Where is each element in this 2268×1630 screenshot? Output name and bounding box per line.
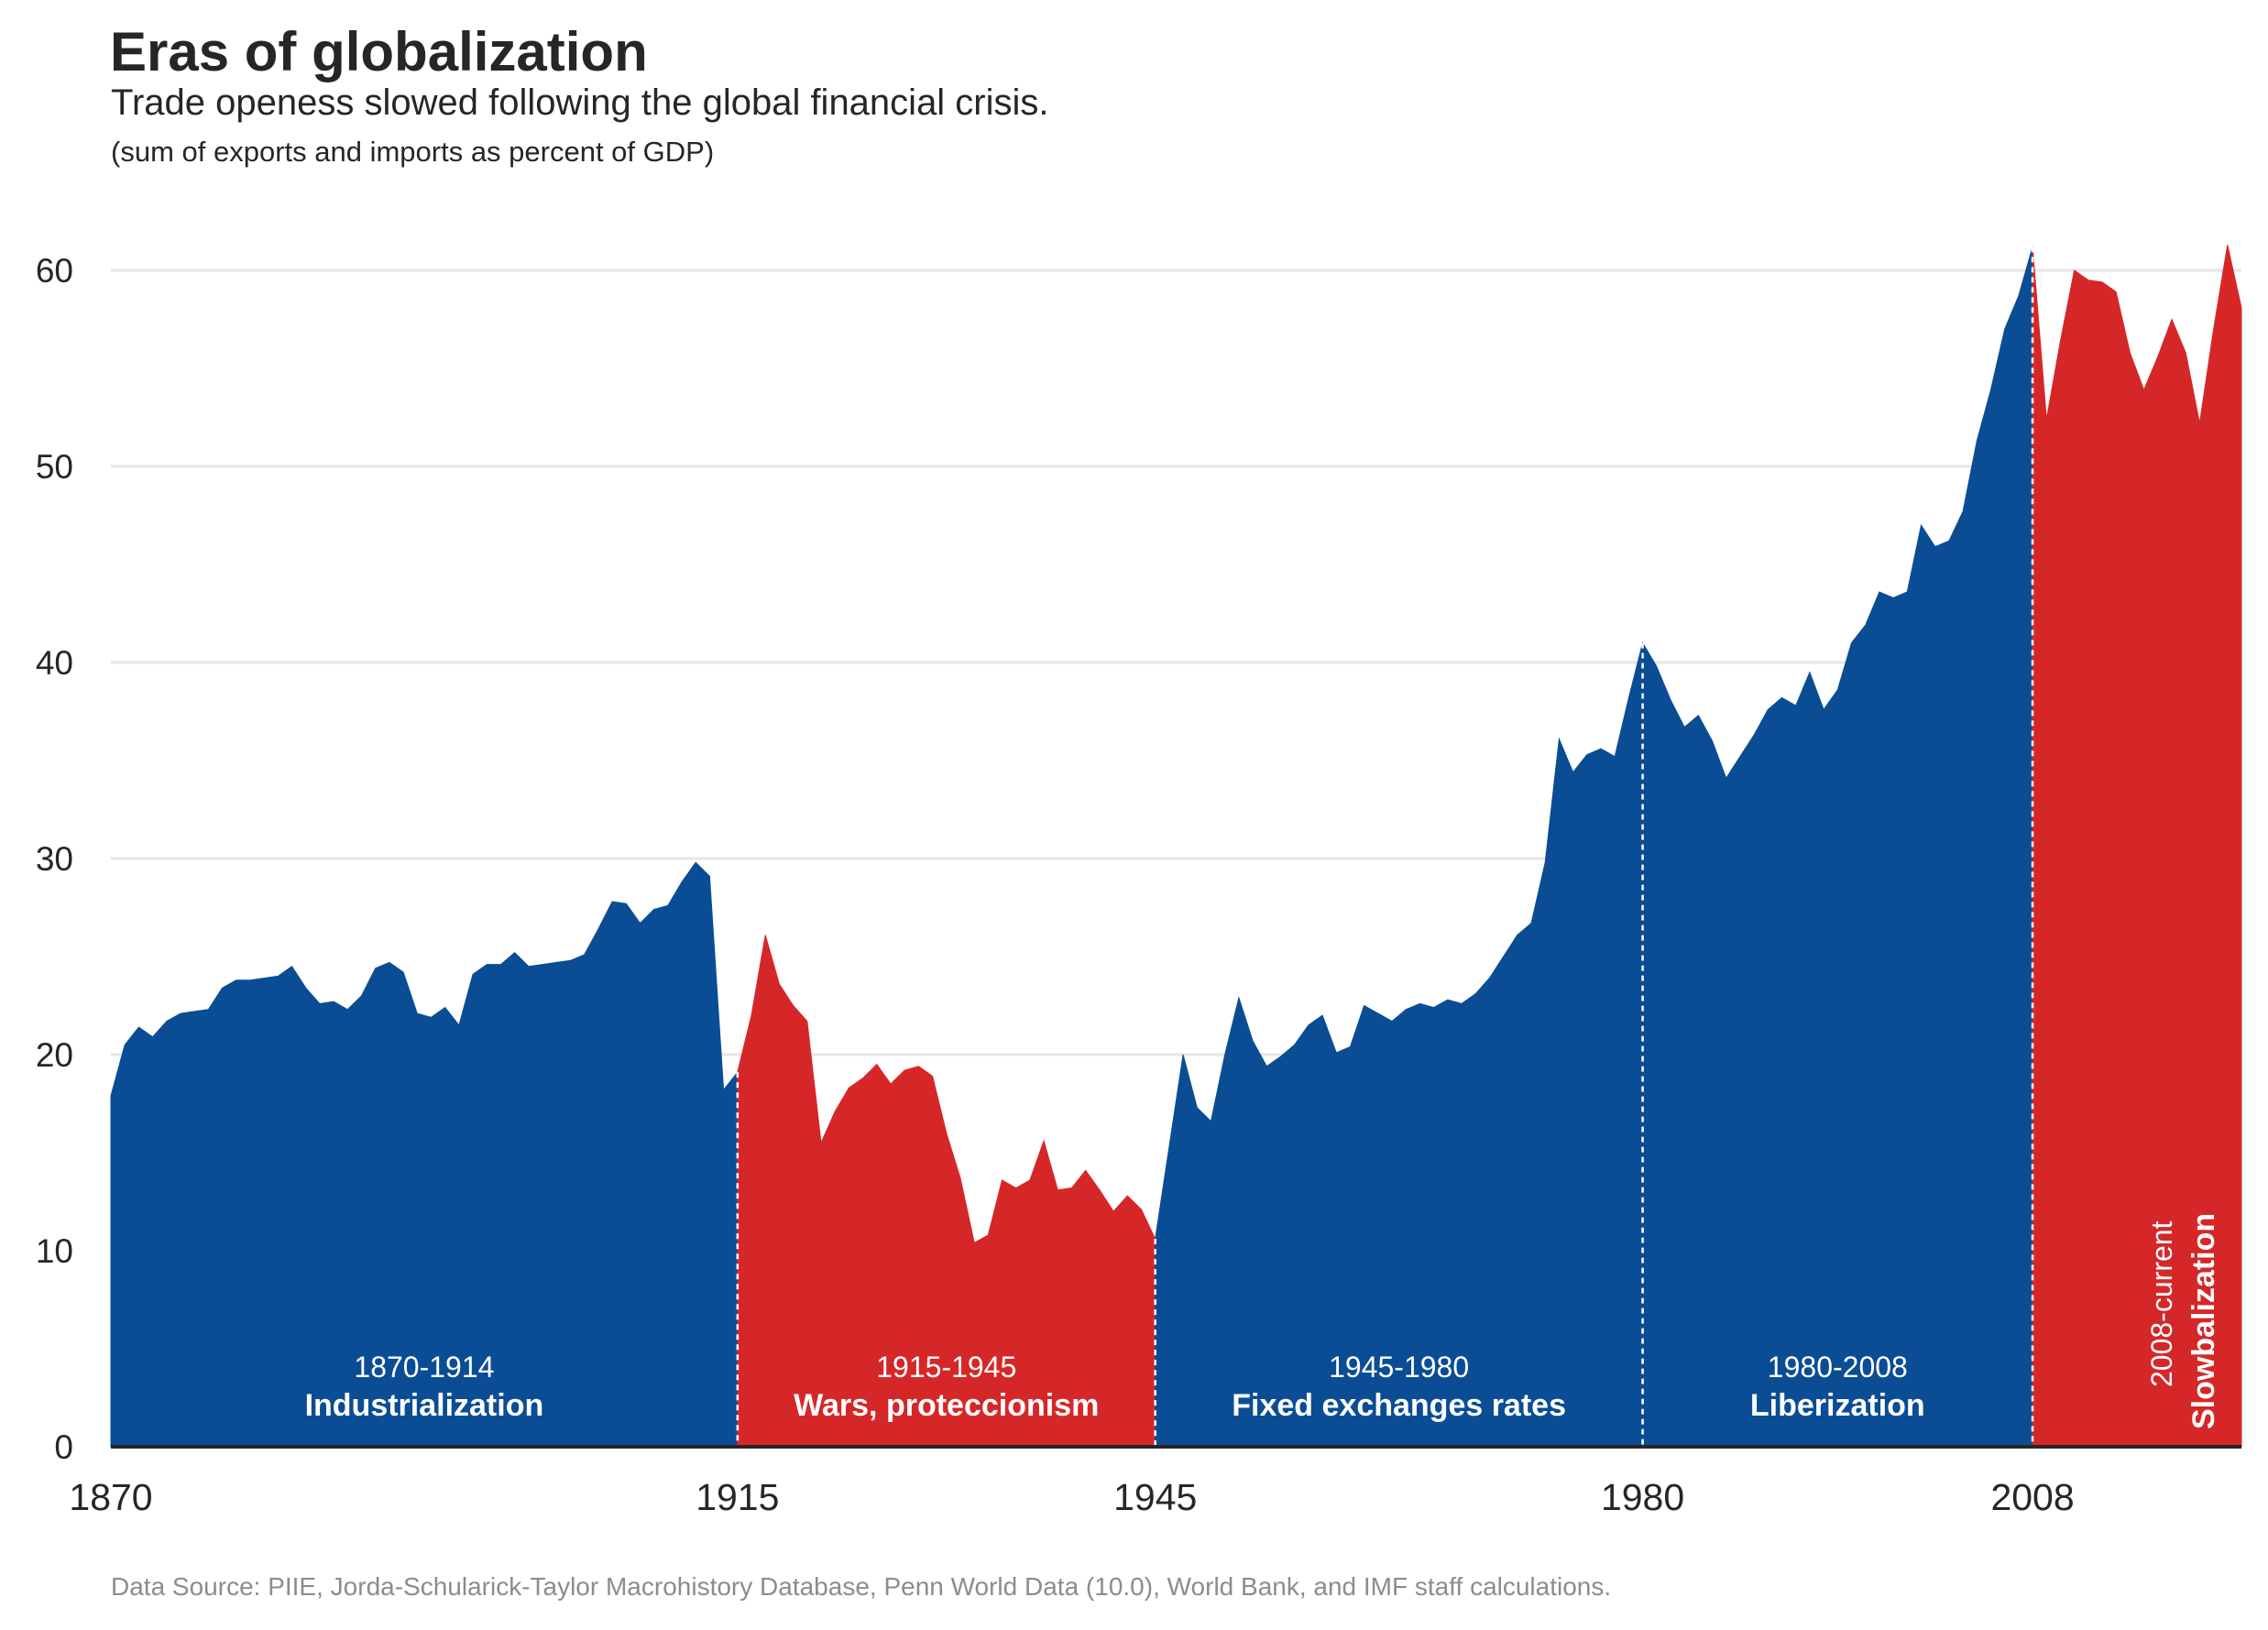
era-years-label: 1980-2008 [1768,1351,1908,1384]
x-tick-label: 1870 [69,1476,152,1518]
era-name-label: Liberization [1750,1388,1925,1423]
era-years-label: 2008-current [2145,1220,2178,1387]
y-tick-label: 30 [36,840,73,878]
y-tick-label: 50 [36,448,73,486]
era-area-5 [2032,245,2242,1448]
x-tick-label: 2008 [1990,1476,2074,1518]
y-tick-label: 60 [36,252,73,290]
unit-note: (sum of exports and imports as percent o… [111,136,715,168]
era-area-2 [737,935,1156,1448]
era-years-label: 1945-1980 [1329,1351,1469,1384]
era-name-label: Slowbalization [2186,1213,2221,1429]
era-years-label: 1915-1945 [876,1351,1016,1384]
era-name-label: Wars, proteccionism [794,1388,1099,1423]
y-tick-label: 40 [36,644,73,682]
era-area-1 [110,861,739,1448]
chart-title: Eras of globalization [110,21,648,82]
y-tick-label: 0 [54,1428,73,1466]
y-tick-label: 20 [36,1036,73,1074]
x-tick-label: 1980 [1601,1476,1684,1518]
x-axis-ticks: 1870 1915 1945 1980 2008 [69,1476,2074,1518]
era-years-label: 1870-1914 [354,1351,494,1384]
era-labels: 1870-1914 Industrialization 1915-1945 Wars,… [305,1213,2221,1429]
era-dividers [736,246,2034,1447]
era-area-3 [1155,642,1644,1448]
chart-subtitle: Trade openess slowed following the globa… [111,82,1049,123]
y-tick-label: 10 [36,1232,73,1270]
x-tick-label: 1915 [696,1476,779,1518]
era-areas [110,245,2242,1448]
y-axis-ticks: 0 10 20 30 40 50 60 [36,252,73,1466]
era-name-label: Industrialization [305,1388,544,1423]
x-tick-label: 1945 [1113,1476,1197,1518]
era-area-4 [1642,246,2033,1448]
era-name-label: Fixed exchanges rates [1232,1388,1566,1423]
data-source-note: Data Source: PIIE, Jorda-Schularick-Tayl… [111,1572,1612,1601]
